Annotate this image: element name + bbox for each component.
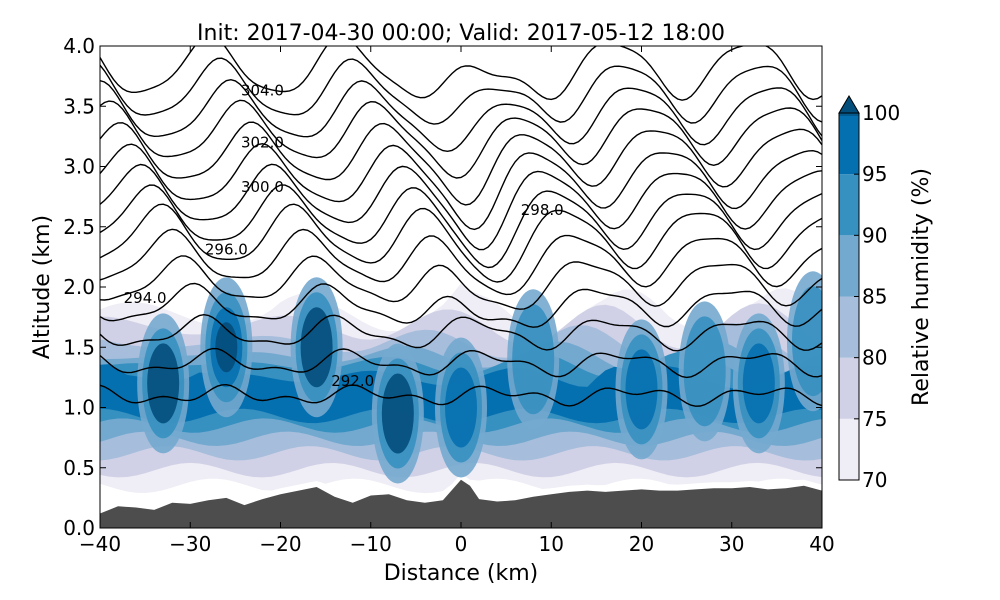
theta-contour-294 xyxy=(100,282,822,328)
theta-contour-296 xyxy=(100,228,822,296)
y-axis-label: Altitude (km) xyxy=(30,215,55,359)
theta-contour-293 xyxy=(100,313,822,352)
rh-moist-core xyxy=(625,349,658,430)
x-tick-label: −20 xyxy=(259,532,301,556)
theta-contour-303 xyxy=(100,78,822,153)
rh-filled-contours xyxy=(100,271,822,494)
rh-moist-core xyxy=(381,373,414,454)
colorbar-tick-label: 70 xyxy=(862,468,887,492)
theta-contour-300 xyxy=(100,142,822,231)
theta-contour-label: 298.0 xyxy=(521,201,564,219)
plot-area: 292.0 294.0 296.0 298.0 300.0 302.0 304.0 xyxy=(99,45,823,529)
theta-contour-labels: 292.0 294.0 296.0 298.0 300.0 302.0 304.0 xyxy=(124,82,564,390)
colorbar-tick-label: 100 xyxy=(862,101,900,125)
x-axis-label: Distance (km) xyxy=(384,561,539,586)
x-tick-label: −10 xyxy=(350,532,392,556)
colorbar-segment-85 xyxy=(839,235,859,297)
theta-contour-305 xyxy=(100,46,822,101)
theta-contour-304 xyxy=(100,57,822,125)
rh-moist-core xyxy=(791,286,822,397)
y-tick-label: 1.0 xyxy=(63,396,95,420)
x-tick-label: 0 xyxy=(455,532,468,556)
rh-moist-core xyxy=(300,307,333,388)
colorbar-segment-70 xyxy=(839,418,859,480)
x-tick-label: −30 xyxy=(169,532,211,556)
x-tick-label: 20 xyxy=(629,532,654,556)
colorbar-segment-80 xyxy=(839,296,859,358)
y-tick-label: 4.0 xyxy=(63,34,95,58)
theta-contour-295 xyxy=(100,255,822,310)
colorbar: 70 75 80 85 90 95 100 xyxy=(838,95,900,492)
colorbar-tick-label: 75 xyxy=(862,407,887,431)
theta-contour-291 xyxy=(100,383,822,407)
colorbar-label: Relative humidity (%) xyxy=(909,168,934,406)
rh-moist-core xyxy=(147,343,180,424)
colorbar-tick-label: 80 xyxy=(862,346,887,370)
theta-contour-302 xyxy=(100,99,822,179)
colorbar-segment-75 xyxy=(839,357,859,419)
theta-contour-label: 292.0 xyxy=(331,372,374,390)
theta-contour-292 xyxy=(100,347,822,379)
y-tick-label: 3.0 xyxy=(63,155,95,179)
theta-contour-label: 302.0 xyxy=(241,133,284,151)
chart-title: Init: 2017-04-30 00:00; Valid: 2017-05-1… xyxy=(197,21,725,46)
y-tick-label: 0.5 xyxy=(63,456,95,480)
y-tick-label: 2.0 xyxy=(63,275,95,299)
theta-isentropes xyxy=(100,46,822,407)
terrain-layer xyxy=(100,479,822,528)
x-tick-label: −40 xyxy=(79,532,121,556)
x-axis: −40 −30 −20 −10 0 10 20 30 40 xyxy=(79,46,835,556)
colorbar-tick-label: 85 xyxy=(862,285,887,309)
colorbar-extend-arrow xyxy=(838,95,860,114)
theta-contour-299 xyxy=(100,163,822,251)
y-tick-label: 2.5 xyxy=(63,215,95,239)
theta-contour-301 xyxy=(100,121,822,206)
theta-contour-label: 300.0 xyxy=(241,178,284,196)
colorbar-segment-90 xyxy=(839,174,859,236)
x-tick-label: 40 xyxy=(809,532,834,556)
theta-contour-298 xyxy=(100,184,822,269)
y-tick-label: 3.5 xyxy=(63,94,95,118)
y-tick-label: 0.0 xyxy=(63,516,95,540)
theta-contour-label: 304.0 xyxy=(241,82,284,100)
colorbar-tick-label: 95 xyxy=(862,162,887,186)
theta-contour-297 xyxy=(100,203,822,283)
rh-moist-core xyxy=(445,367,477,448)
rh-moist-core xyxy=(683,316,726,427)
theta-contour-label: 294.0 xyxy=(124,289,167,307)
x-tick-label: 30 xyxy=(719,532,744,556)
x-tick-label: 10 xyxy=(539,532,564,556)
rh-moist-core xyxy=(742,343,775,424)
y-tick-label: 1.5 xyxy=(63,335,95,359)
rh-moist-core xyxy=(512,304,555,415)
terrain-polygon xyxy=(100,479,822,528)
colorbar-segment-95 xyxy=(839,113,859,175)
theta-contour-label: 296.0 xyxy=(205,241,248,259)
colorbar-tick-label: 90 xyxy=(862,223,887,247)
colorbar-top-segment xyxy=(839,113,859,116)
y-axis: 0.0 0.5 1.0 1.5 2.0 2.5 3.0 3.5 4.0 xyxy=(63,34,822,540)
